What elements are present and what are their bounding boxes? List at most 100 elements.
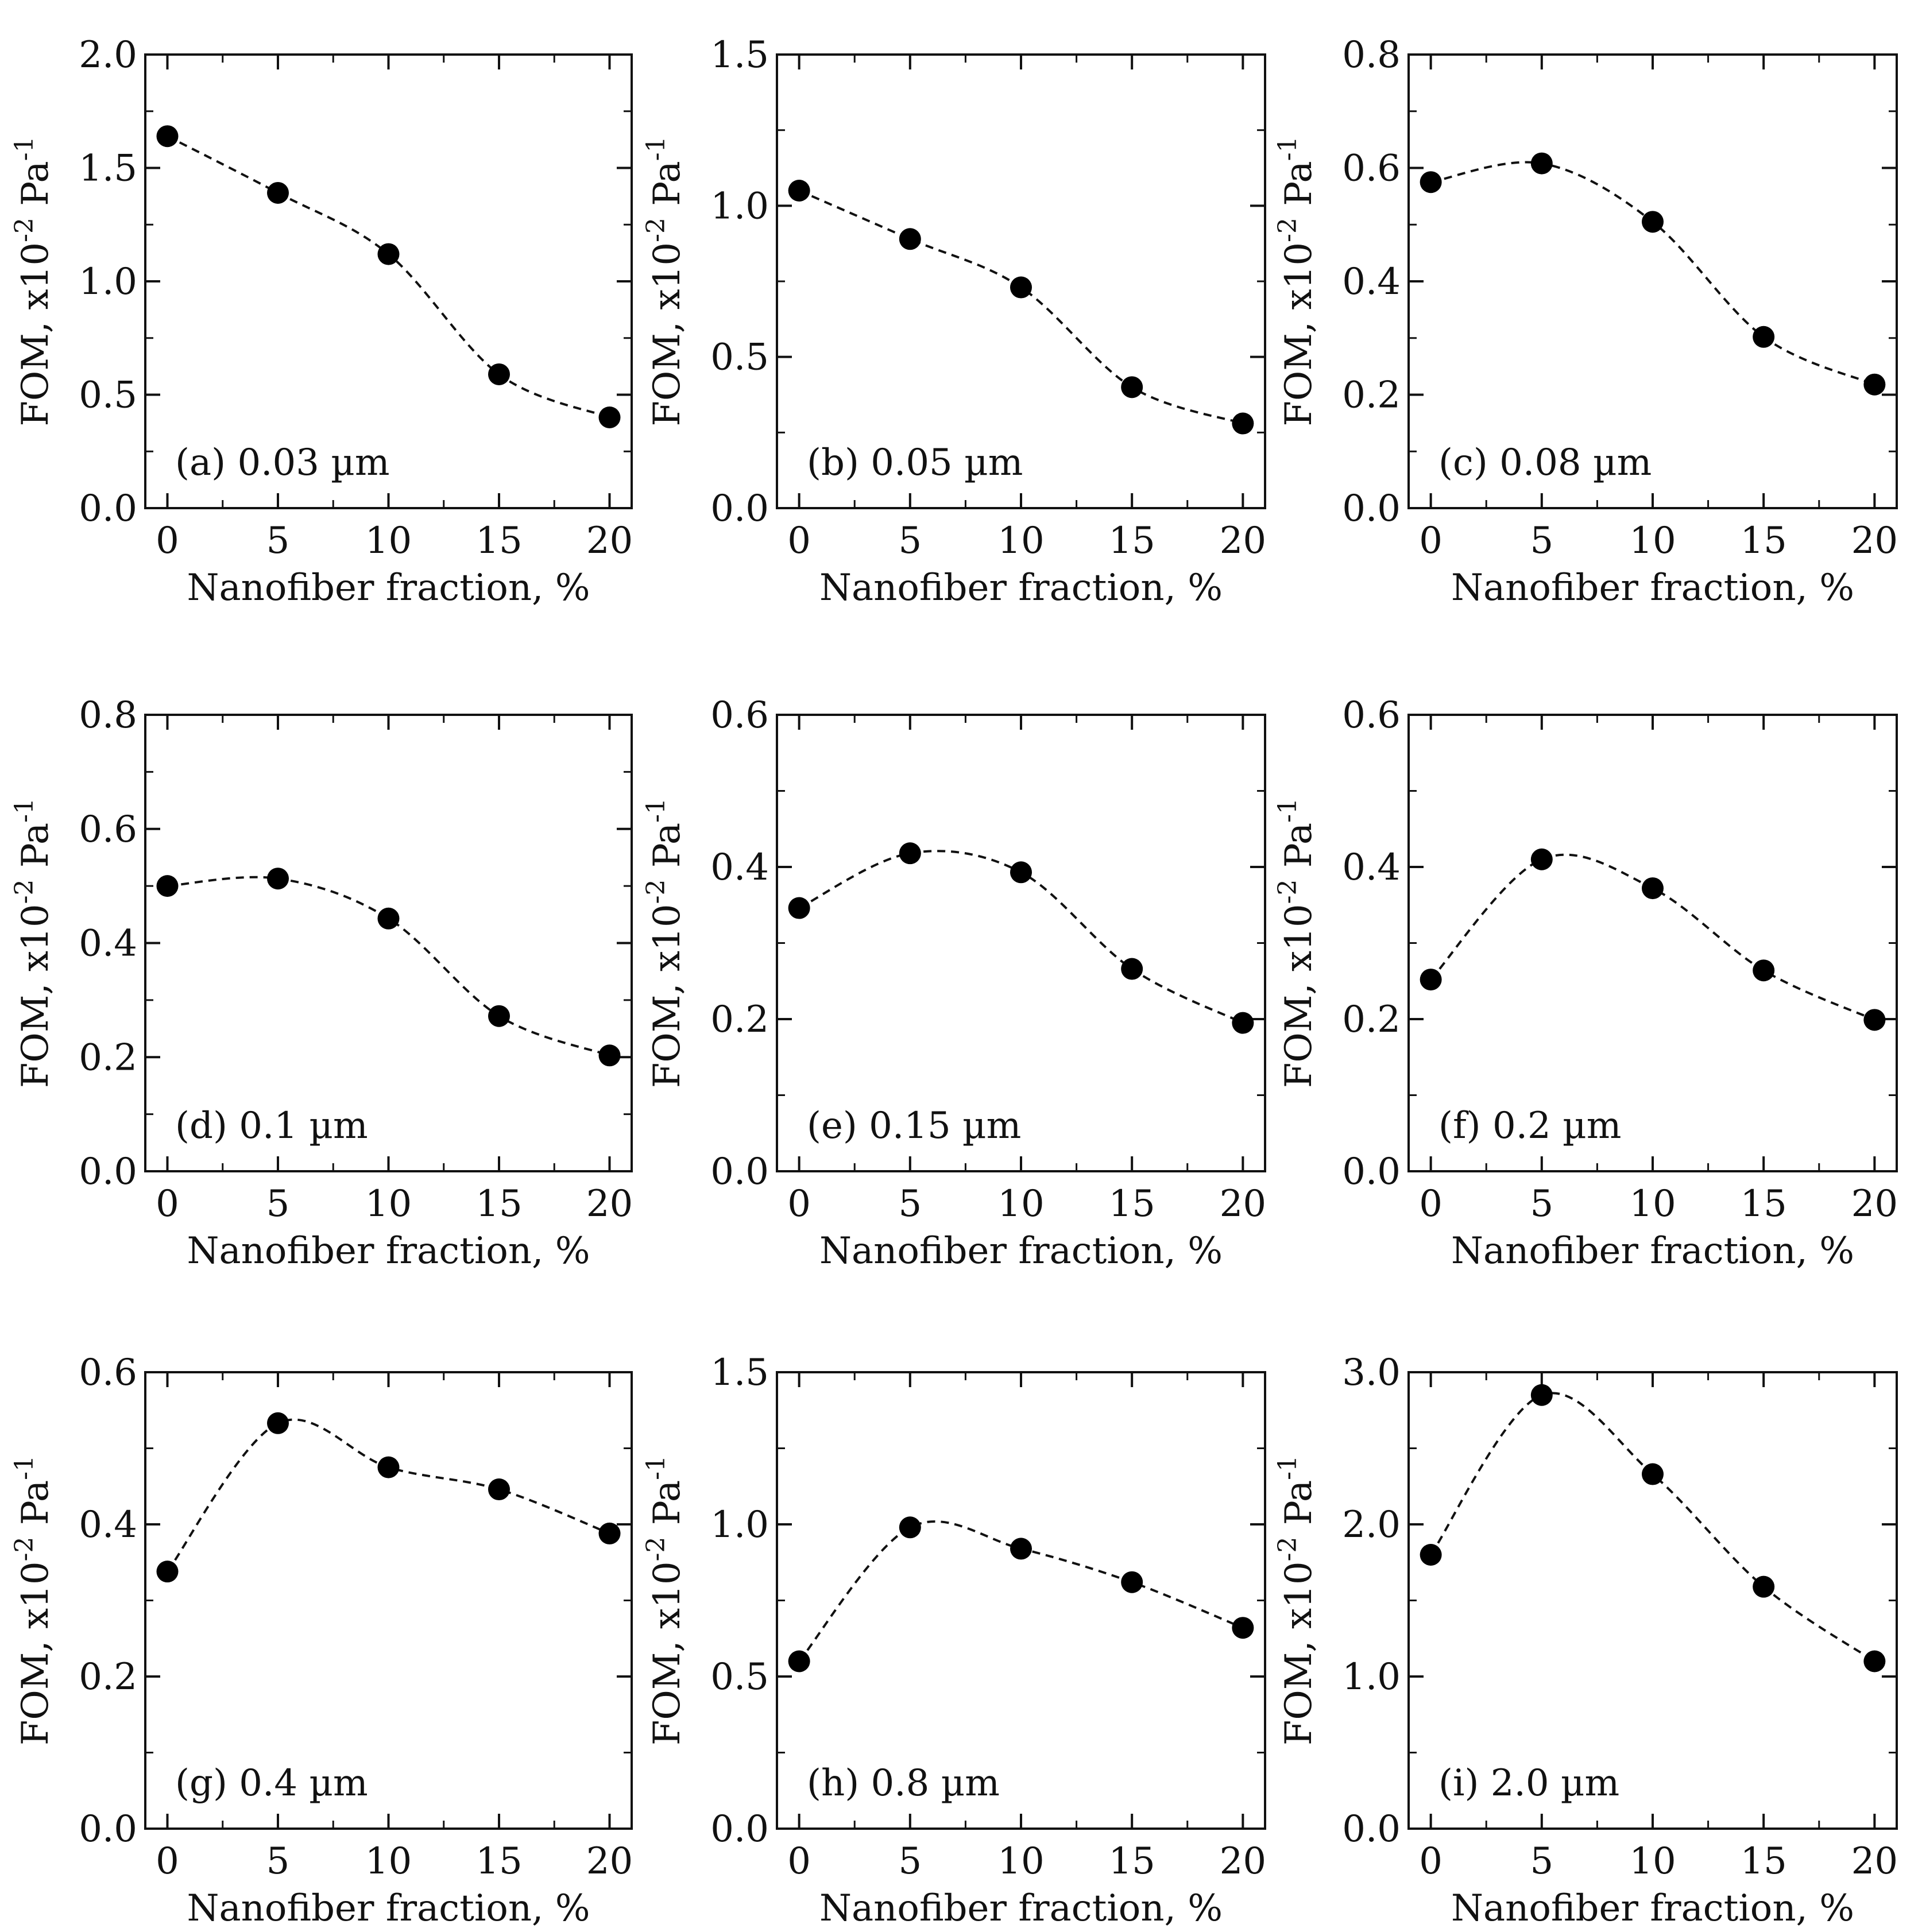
y-tick-label: 0.2	[1342, 374, 1401, 417]
data-point	[267, 1412, 289, 1434]
x-tick-label: 10	[365, 520, 412, 562]
data-point	[1642, 877, 1664, 900]
x-tick-label: 20	[586, 520, 633, 562]
y-tick-label: 0.8	[79, 694, 137, 737]
data-point	[267, 868, 289, 890]
plot-frame	[1407, 1371, 1898, 1830]
x-axis-label: Nanofiber fraction, %	[1451, 1887, 1854, 1930]
x-tick-label: 10	[1629, 520, 1676, 562]
x-tick-label: 15	[1740, 520, 1786, 562]
data-point	[788, 1650, 810, 1672]
x-tick-label: 5	[898, 1840, 922, 1883]
x-axis-label: Nanofiber fraction, %	[819, 1887, 1223, 1930]
y-tick-label: 0.0	[710, 1808, 769, 1850]
data-point	[488, 1478, 510, 1501]
x-tick-label: 0	[787, 520, 811, 562]
x-tick-label: 5	[1530, 1183, 1553, 1225]
chart-panel: 0 5 10 15 20 0.0 0.5 1.0 1.5 Nanofiber fraction, …	[641, 34, 1266, 609]
panel-label: (h) 0.8 µm	[807, 1762, 1000, 1805]
x-tick-label: 0	[787, 1183, 811, 1225]
data-point	[156, 875, 179, 897]
chart-panel: 0 5 10 15 20 0.0 0.5 1.0 1.5 Nanofiber fraction, …	[641, 1352, 1266, 1930]
fit-curve	[167, 135, 610, 419]
x-tick-label: 10	[997, 1840, 1044, 1883]
x-tick-label: 5	[898, 520, 922, 562]
x-tick-label: 0	[1419, 1183, 1443, 1225]
y-tick-label: 0.4	[710, 846, 769, 889]
x-axis-label: Nanofiber fraction, %	[1451, 567, 1854, 609]
y-tick-label: 0.0	[1342, 1151, 1401, 1193]
x-tick-label: 5	[266, 1840, 290, 1883]
x-tick-label: 15	[1108, 1840, 1155, 1883]
data-point	[1753, 326, 1775, 348]
y-axis-label: FOM, x10-2 Pa-1	[10, 798, 57, 1088]
plot-frame	[776, 714, 1266, 1172]
chart-panel: 0 5 10 15 20 0.0 0.2 0.4 0.6 0.8 Nanofiber fractio…	[10, 694, 633, 1272]
data-point	[1642, 1463, 1664, 1485]
fit-curve	[1430, 161, 1875, 386]
y-tick-label: 0.0	[1342, 1808, 1401, 1850]
y-tick-label: 0.4	[79, 1504, 137, 1546]
x-tick-label: 10	[1629, 1840, 1676, 1883]
x-tick-label: 5	[1530, 1840, 1553, 1883]
y-tick-label: 0.0	[710, 1151, 769, 1193]
y-tick-label: 0.2	[710, 998, 769, 1041]
data-point	[598, 1044, 621, 1067]
data-point	[598, 1522, 621, 1544]
data-point	[488, 363, 510, 385]
y-tick-label: 0.0	[710, 487, 769, 530]
data-point	[1530, 848, 1553, 870]
plot-frame	[1407, 714, 1898, 1172]
data-point	[788, 180, 810, 202]
data-point	[1420, 969, 1442, 991]
fit-curve	[166, 1418, 610, 1573]
y-tick-label: 0.4	[79, 923, 137, 965]
data-point	[1010, 1538, 1032, 1560]
y-tick-label: 1.0	[1342, 1656, 1401, 1698]
data-point	[377, 243, 400, 265]
plot-frame	[144, 53, 633, 509]
x-tick-label: 10	[997, 1183, 1044, 1225]
y-tick-label: 2.0	[79, 34, 137, 76]
y-axis-label: FOM, x10-2 Pa-1	[641, 798, 689, 1088]
plot-frame	[1407, 53, 1898, 509]
y-tick-label: 0.5	[710, 1656, 769, 1698]
x-tick-label: 15	[1740, 1183, 1786, 1225]
plot-frame	[144, 714, 633, 1172]
data-point	[1232, 1617, 1254, 1639]
x-axis-label: Nanofiber fraction, %	[819, 567, 1223, 609]
data-point	[1010, 861, 1032, 884]
chart-panel: 0 5 10 15 20 0.0 0.2 0.4 0.6 Nanofiber fraction, …	[1273, 694, 1898, 1272]
y-axis-label: FOM, x10-2 Pa-1	[1273, 798, 1320, 1088]
data-point	[377, 1456, 400, 1478]
plot-frame	[144, 1371, 633, 1830]
x-tick-label: 20	[1220, 520, 1266, 562]
chart-panel: 0 5 10 15 20 0.0 0.5 1.0 1.5 2.0 Nanofiber fractio…	[10, 34, 633, 609]
y-tick-label: 0.2	[79, 1656, 137, 1698]
y-axis-label: FOM, x10-2 Pa-1	[10, 136, 57, 426]
y-axis-label: FOM, x10-2 Pa-1	[641, 1455, 689, 1745]
data-point	[899, 842, 921, 865]
data-point	[1420, 171, 1442, 193]
data-point	[1642, 211, 1664, 233]
x-tick-label: 20	[1851, 1183, 1898, 1225]
x-tick-label: 5	[266, 520, 290, 562]
x-tick-label: 20	[1220, 1183, 1266, 1225]
data-point	[899, 228, 921, 250]
data-point	[267, 181, 289, 204]
panel-label: (d) 0.1 µm	[175, 1105, 368, 1147]
y-tick-label: 0.0	[79, 487, 137, 530]
y-tick-label: 0.8	[1342, 34, 1401, 76]
x-tick-label: 0	[156, 520, 179, 562]
data-point	[1232, 412, 1254, 435]
chart-panel: 0 5 10 15 20 0.0 0.2 0.4 0.6 Nanofiber fraction, …	[641, 694, 1266, 1272]
x-tick-label: 0	[156, 1183, 179, 1225]
data-point	[1530, 152, 1553, 175]
x-tick-label: 0	[156, 1840, 179, 1883]
data-point	[1863, 373, 1886, 396]
data-point	[1010, 276, 1032, 299]
y-tick-label: 0.5	[710, 336, 769, 379]
y-tick-label: 0.4	[1342, 846, 1401, 889]
x-tick-label: 20	[586, 1840, 633, 1883]
plot-frame	[776, 1371, 1266, 1830]
